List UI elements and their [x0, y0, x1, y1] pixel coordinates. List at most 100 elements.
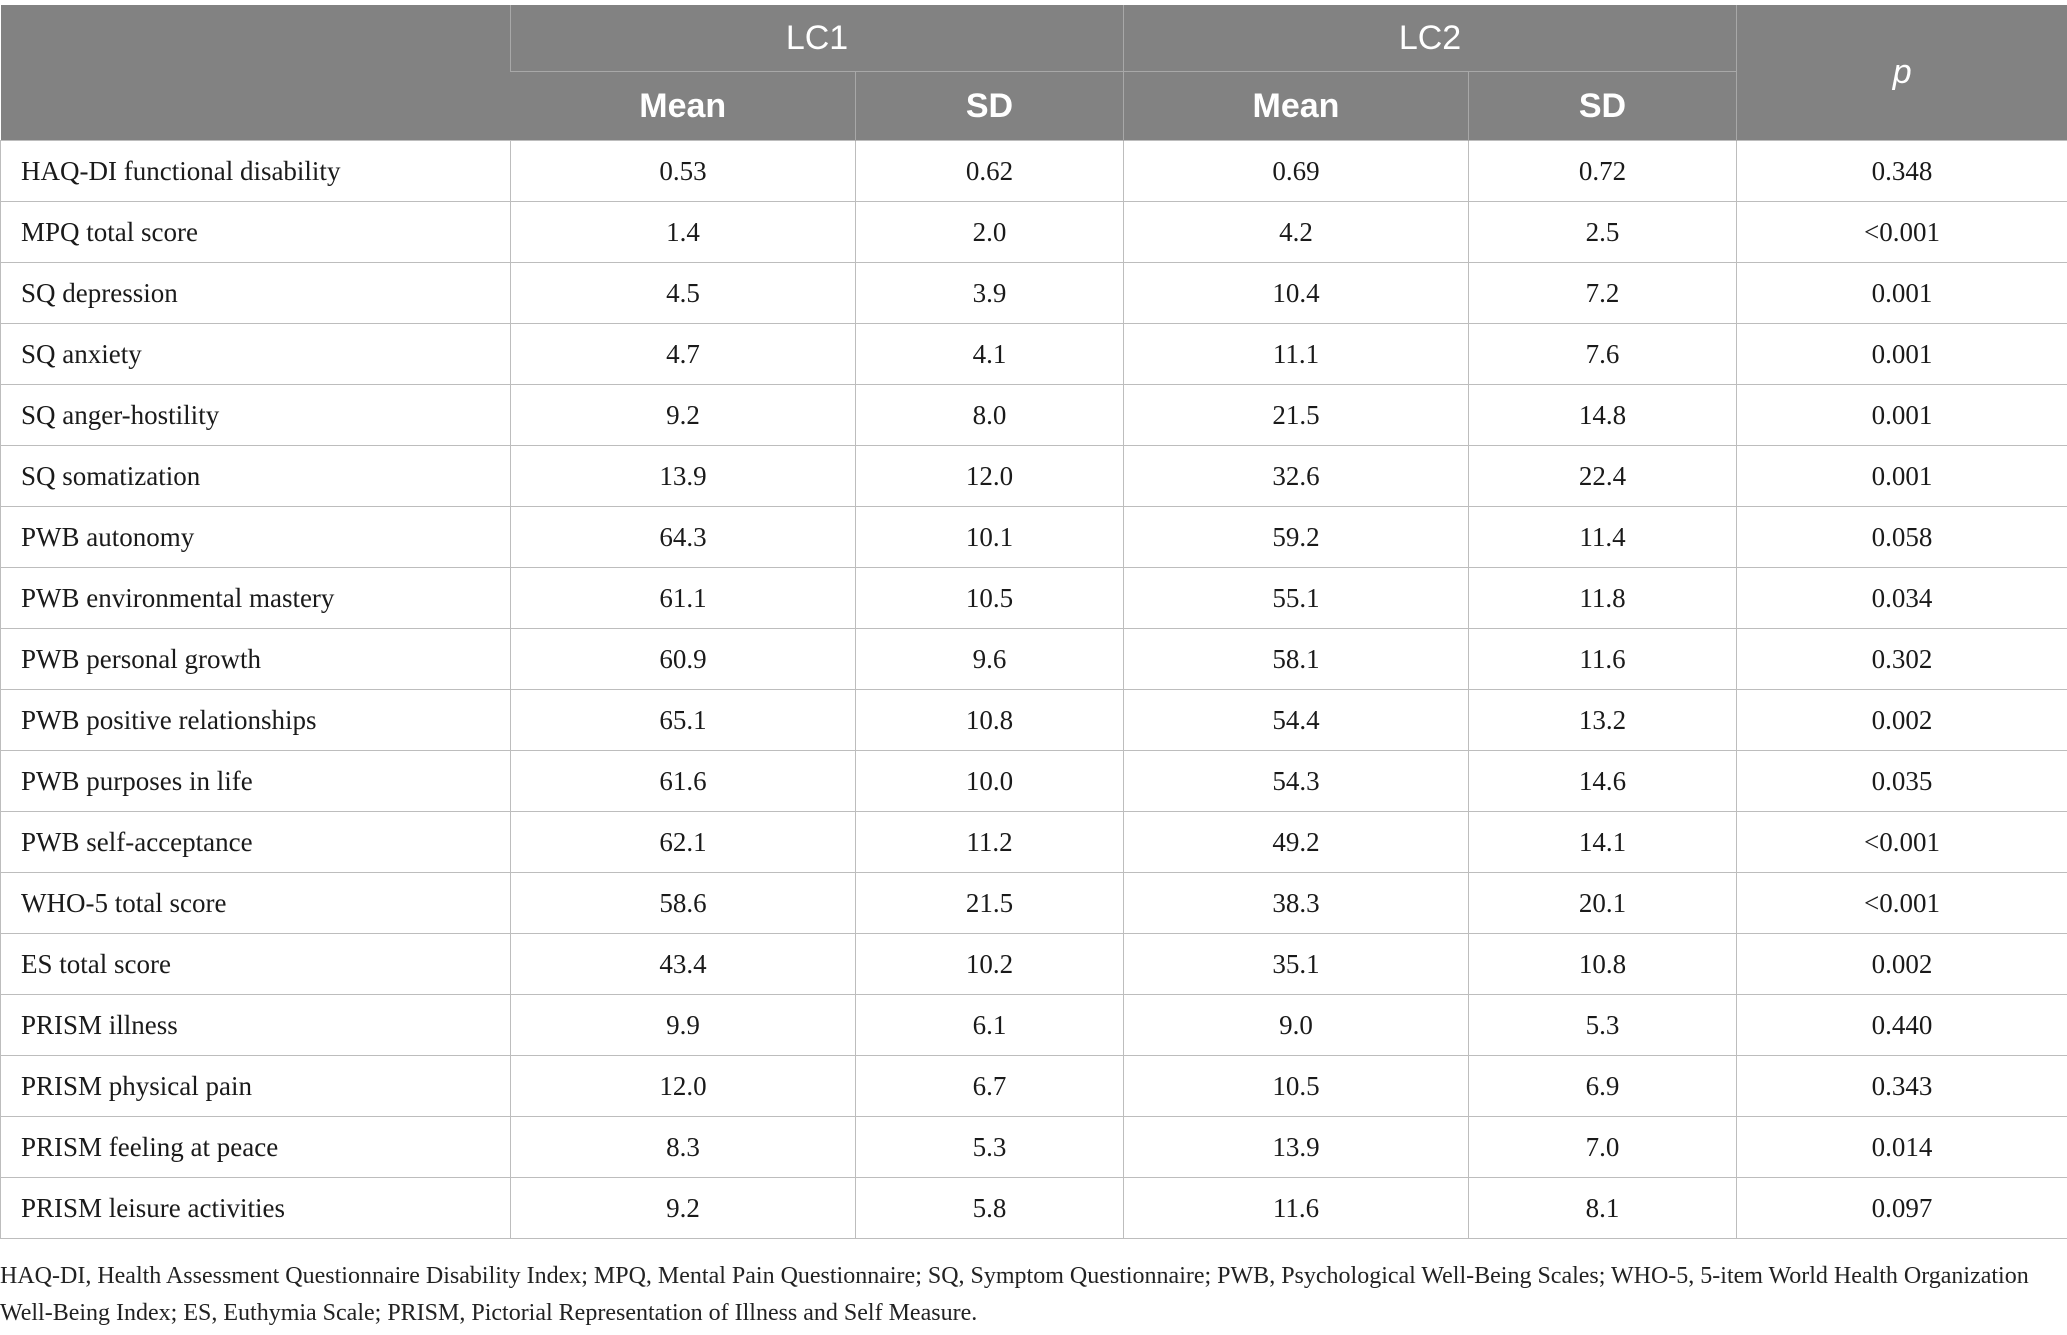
row-label: MPQ total score [0, 201, 511, 263]
lc1-sd-cell: 8.0 [855, 384, 1124, 446]
row-label: PWB personal growth [0, 628, 511, 690]
lc2-sd-cell: 11.8 [1468, 567, 1737, 629]
lc1-mean-cell: 9.2 [510, 384, 856, 446]
lc1-sd-cell: 4.1 [855, 323, 1124, 385]
table-row: SQ depression 4.5 3.9 10.4 7.2 0.001 [0, 262, 2067, 324]
p-value-cell: 0.002 [1736, 689, 2067, 751]
p-value-cell: 0.343 [1736, 1055, 2067, 1117]
lc1-mean-cell: 65.1 [510, 689, 856, 751]
row-label: SQ somatization [0, 445, 511, 507]
lc2-sd-cell: 2.5 [1468, 201, 1737, 263]
lc1-sd-cell: 11.2 [855, 811, 1124, 873]
row-label: SQ depression [0, 262, 511, 324]
lc1-mean-cell: 13.9 [510, 445, 856, 507]
table-row: PWB environmental mastery 61.1 10.5 55.1 11.… [0, 567, 2067, 629]
lc1-sd-cell: 5.3 [855, 1116, 1124, 1178]
lc1-sd-cell: 10.8 [855, 689, 1124, 751]
lc2-sd-cell: 20.1 [1468, 872, 1737, 934]
lc1-sd-cell: 10.0 [855, 750, 1124, 812]
lc1-mean-cell: 64.3 [510, 506, 856, 568]
row-label: PWB autonomy [0, 506, 511, 568]
table-row: SQ somatization 13.9 12.0 32.6 22.4 0.001 [0, 445, 2067, 507]
lc2-sd-cell: 5.3 [1468, 994, 1737, 1056]
lc2-sd-cell: 13.2 [1468, 689, 1737, 751]
lc1-mean-cell: 62.1 [510, 811, 856, 873]
lc2-mean-cell: 11.1 [1123, 323, 1469, 385]
table-row: ES total score 43.4 10.2 35.1 10.8 0.002 [0, 933, 2067, 995]
table-row: MPQ total score 1.4 2.0 4.2 2.5 <0.001 [0, 201, 2067, 263]
lc1-sd-cell: 0.62 [855, 140, 1124, 202]
lc1-sd-cell: 10.2 [855, 933, 1124, 995]
lc2-sd-cell: 7.2 [1468, 262, 1737, 324]
lc1-sd-cell: 3.9 [855, 262, 1124, 324]
header-lc2-sd: SD [1468, 71, 1737, 141]
lc1-sd-cell: 6.7 [855, 1055, 1124, 1117]
header-group-lc2: LC2 [1123, 5, 1737, 72]
lc2-mean-cell: 4.2 [1123, 201, 1469, 263]
p-value-cell: <0.001 [1736, 811, 2067, 873]
lc2-sd-cell: 14.8 [1468, 384, 1737, 446]
lc1-mean-cell: 4.5 [510, 262, 856, 324]
row-label: SQ anger-hostility [0, 384, 511, 446]
lc1-mean-cell: 43.4 [510, 933, 856, 995]
table-row: PRISM feeling at peace 8.3 5.3 13.9 7.0 0.014 [0, 1116, 2067, 1178]
lc2-mean-cell: 10.5 [1123, 1055, 1469, 1117]
row-label: PWB self-acceptance [0, 811, 511, 873]
lc1-mean-cell: 61.1 [510, 567, 856, 629]
lc2-mean-cell: 55.1 [1123, 567, 1469, 629]
header-blank-cell [0, 5, 511, 141]
row-label: ES total score [0, 933, 511, 995]
row-label: PRISM physical pain [0, 1055, 511, 1117]
p-value-cell: 0.440 [1736, 994, 2067, 1056]
p-value-cell: <0.001 [1736, 872, 2067, 934]
lc2-sd-cell: 14.6 [1468, 750, 1737, 812]
lc1-mean-cell: 0.53 [510, 140, 856, 202]
lc1-sd-cell: 9.6 [855, 628, 1124, 690]
row-label: PRISM leisure activities [0, 1177, 511, 1239]
data-table-container: LC1 LC2 p Mean SD Mean SD HAQ-DI functio… [0, 5, 2067, 1239]
row-label: WHO-5 total score [0, 872, 511, 934]
lc2-mean-cell: 9.0 [1123, 994, 1469, 1056]
table-row: PRISM leisure activities 9.2 5.8 11.6 8.1 0.0… [0, 1177, 2067, 1239]
lc1-sd-cell: 10.5 [855, 567, 1124, 629]
lc1-mean-cell: 60.9 [510, 628, 856, 690]
table-row: WHO-5 total score 58.6 21.5 38.3 20.1 <0.001 [0, 872, 2067, 934]
table-row: SQ anxiety 4.7 4.1 11.1 7.6 0.001 [0, 323, 2067, 385]
table-row: PRISM physical pain 12.0 6.7 10.5 6.9 0.343 [0, 1055, 2067, 1117]
lc2-mean-cell: 32.6 [1123, 445, 1469, 507]
lc2-mean-cell: 0.69 [1123, 140, 1469, 202]
p-value-cell: 0.035 [1736, 750, 2067, 812]
header-lc1-sd: SD [855, 71, 1124, 141]
lc2-mean-cell: 54.4 [1123, 689, 1469, 751]
p-value-cell: 0.001 [1736, 323, 2067, 385]
lc1-sd-cell: 6.1 [855, 994, 1124, 1056]
row-label: SQ anxiety [0, 323, 511, 385]
table-body: HAQ-DI functional disability 0.53 0.62 0.69… [0, 140, 2067, 1239]
lc2-mean-cell: 13.9 [1123, 1116, 1469, 1178]
row-label: PWB purposes in life [0, 750, 511, 812]
table-row: PWB self-acceptance 62.1 11.2 49.2 14.1 <0.00… [0, 811, 2067, 873]
p-value-cell: 0.034 [1736, 567, 2067, 629]
lc2-sd-cell: 0.72 [1468, 140, 1737, 202]
lc2-mean-cell: 54.3 [1123, 750, 1469, 812]
lc2-mean-cell: 59.2 [1123, 506, 1469, 568]
table-row: PWB autonomy 64.3 10.1 59.2 11.4 0.058 [0, 506, 2067, 568]
p-value-cell: 0.348 [1736, 140, 2067, 202]
lc1-mean-cell: 4.7 [510, 323, 856, 385]
lc2-sd-cell: 14.1 [1468, 811, 1737, 873]
lc2-sd-cell: 8.1 [1468, 1177, 1737, 1239]
lc2-sd-cell: 22.4 [1468, 445, 1737, 507]
header-group-lc1: LC1 [510, 5, 1124, 72]
lc1-mean-cell: 61.6 [510, 750, 856, 812]
lc1-sd-cell: 12.0 [855, 445, 1124, 507]
lc1-sd-cell: 5.8 [855, 1177, 1124, 1239]
lc2-mean-cell: 21.5 [1123, 384, 1469, 446]
table-row: PWB personal growth 60.9 9.6 58.1 11.6 0.302 [0, 628, 2067, 690]
table-row: PWB positive relationships 65.1 10.8 54.4 13… [0, 689, 2067, 751]
row-label: PWB positive relationships [0, 689, 511, 751]
table-row: HAQ-DI functional disability 0.53 0.62 0.69… [0, 140, 2067, 202]
lc2-mean-cell: 10.4 [1123, 262, 1469, 324]
lc2-sd-cell: 7.0 [1468, 1116, 1737, 1178]
p-value-cell: 0.002 [1736, 933, 2067, 995]
row-label: PRISM illness [0, 994, 511, 1056]
